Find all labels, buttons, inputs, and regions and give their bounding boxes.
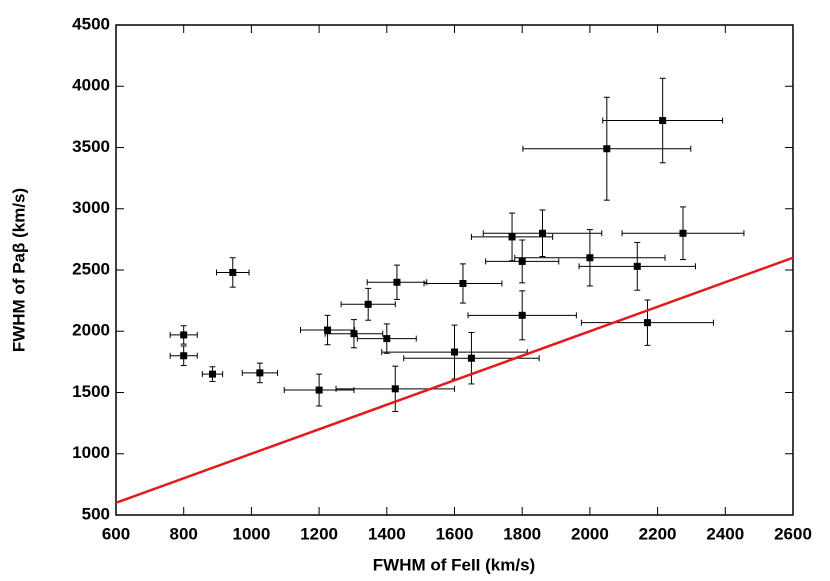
y-axis-label: FWHM of Paβ (km/s)	[9, 188, 28, 352]
point	[393, 278, 401, 286]
line	[115, 256, 794, 504]
x-axis-label: FWHM of FeII (km/s)	[373, 555, 535, 574]
x-tick-label: 1800	[503, 524, 541, 543]
point	[586, 254, 594, 262]
point	[324, 326, 332, 334]
y-tick-label: 3500	[72, 137, 110, 156]
point	[467, 354, 475, 362]
point	[208, 370, 216, 378]
point	[364, 300, 372, 308]
point	[391, 385, 399, 393]
point	[633, 262, 641, 270]
point	[180, 331, 188, 339]
x-tick-label: 1400	[368, 524, 406, 543]
x-tick-label: 2200	[639, 524, 677, 543]
plot-frame	[115, 24, 794, 516]
x-tick-label: 1000	[232, 524, 270, 543]
point	[459, 279, 467, 287]
point	[508, 233, 516, 241]
point	[539, 229, 547, 237]
y-tick-label: 2000	[72, 321, 110, 340]
y-tick-label: 500	[82, 504, 110, 523]
x-tick-label: 2600	[774, 524, 812, 543]
x-tick-label: 2400	[706, 524, 744, 543]
x-tick-label: 1600	[436, 524, 474, 543]
point	[383, 335, 391, 343]
point	[603, 145, 611, 153]
point	[180, 352, 188, 360]
x-tick-label: 1200	[300, 524, 338, 543]
point	[679, 229, 687, 237]
point	[643, 319, 651, 327]
point	[229, 268, 237, 276]
point	[659, 117, 667, 125]
x-tick-label: 600	[102, 524, 130, 543]
point	[350, 330, 358, 338]
y-tick-label: 1500	[72, 382, 110, 401]
y-tick-label: 3000	[72, 198, 110, 217]
point	[518, 257, 526, 265]
point	[518, 311, 526, 319]
x-tick-label: 800	[170, 524, 198, 543]
point	[315, 386, 323, 394]
y-tick-label: 4500	[72, 14, 110, 33]
point	[256, 369, 264, 377]
y-tick-label: 1000	[72, 443, 110, 462]
y-tick-label: 2500	[72, 259, 110, 278]
y-tick-label: 4000	[72, 76, 110, 95]
point	[451, 348, 458, 356]
x-tick-label: 2000	[571, 524, 609, 543]
